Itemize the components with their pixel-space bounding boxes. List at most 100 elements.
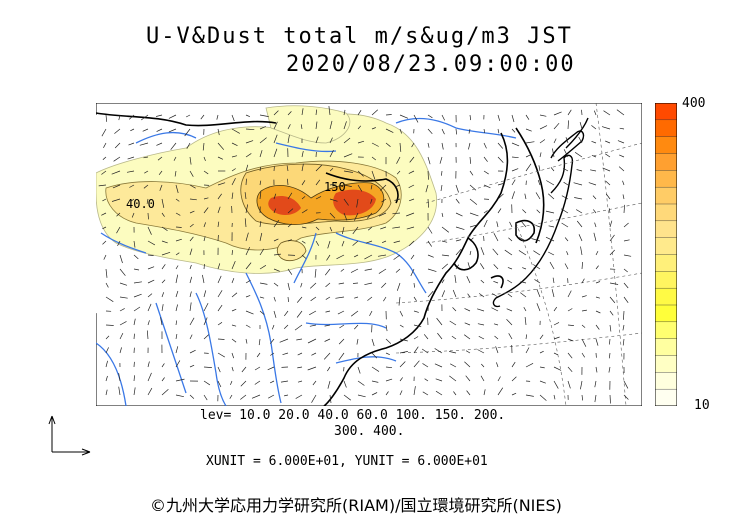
wind-vector xyxy=(455,184,459,193)
wind-vector xyxy=(383,296,387,302)
wind-vector xyxy=(231,250,233,256)
wind-vector xyxy=(273,110,279,116)
wind-vector xyxy=(175,346,179,354)
wind-vector xyxy=(593,209,597,214)
wind-vector xyxy=(497,387,504,396)
wind-vector xyxy=(245,153,252,158)
wind-vector xyxy=(203,236,206,242)
wind-vector xyxy=(619,154,625,158)
wind-vector xyxy=(521,221,527,228)
wind-vector xyxy=(574,152,583,158)
wind-vector xyxy=(158,170,163,176)
wind-vector xyxy=(325,310,331,313)
chart-title: U-V&Dust total m/s&ug/m3 JST xyxy=(146,24,573,49)
dust-red-core-2 xyxy=(333,189,376,216)
wind-vector xyxy=(576,209,583,214)
wind-vector xyxy=(147,266,155,270)
wind-vector xyxy=(189,364,195,368)
wind-vector xyxy=(439,156,443,164)
wind-vector xyxy=(590,169,597,172)
wind-vector xyxy=(119,332,124,340)
colorbar xyxy=(655,103,677,406)
wind-vector xyxy=(259,248,265,256)
wind-vector xyxy=(175,320,178,326)
wind-vector xyxy=(525,347,530,354)
wind-vector xyxy=(623,222,629,228)
wind-vector xyxy=(477,323,485,326)
wind-vector xyxy=(609,338,611,345)
wind-vector xyxy=(103,142,107,148)
wind-vector xyxy=(217,322,223,326)
wind-vector xyxy=(476,308,485,312)
wind-vector xyxy=(114,128,121,134)
wind-vector xyxy=(393,240,401,243)
wind-vector xyxy=(483,142,487,149)
wind-vector xyxy=(284,394,289,397)
colorbar-swatch xyxy=(655,170,677,188)
wind-vector xyxy=(203,207,209,214)
wind-vector xyxy=(483,210,488,214)
wind-vector xyxy=(133,268,140,271)
wind-vector xyxy=(422,363,429,368)
wind-vector xyxy=(157,156,163,161)
wind-vector xyxy=(217,142,225,150)
wind-vector xyxy=(297,352,303,356)
colorbar-swatch xyxy=(655,321,677,340)
wind-vector xyxy=(273,121,278,130)
colorbar-swatch xyxy=(655,271,677,289)
wind-vector xyxy=(378,212,387,217)
wind-vector xyxy=(434,348,443,354)
wind-vector xyxy=(609,296,616,304)
wind-vector xyxy=(133,375,135,382)
dust-red-core-1 xyxy=(268,196,301,216)
wind-vector xyxy=(493,233,499,242)
wind-vector xyxy=(617,140,625,144)
wind-vector xyxy=(385,378,393,382)
wind-vector xyxy=(189,264,192,270)
wind-vector xyxy=(423,334,429,340)
wind-vector xyxy=(309,324,317,327)
wind-vector xyxy=(231,324,237,327)
wind-vector xyxy=(553,111,562,116)
wind-vector xyxy=(478,293,485,298)
wind-vector xyxy=(341,240,345,247)
wind-vector xyxy=(371,392,378,396)
wind-vector xyxy=(576,169,583,172)
wind-vector xyxy=(335,296,345,299)
wind-vector xyxy=(160,317,163,326)
wind-vector xyxy=(315,109,318,116)
wind-vector xyxy=(101,170,107,175)
wind-vector xyxy=(394,198,401,201)
wind-vector xyxy=(287,282,290,291)
wind-vector xyxy=(477,349,485,354)
wind-vector xyxy=(408,170,415,174)
wind-vector xyxy=(441,170,443,176)
japan xyxy=(492,117,589,308)
wind-vector xyxy=(536,303,541,312)
wind-vector xyxy=(622,180,625,186)
wind-vector xyxy=(118,114,121,121)
wind-vector xyxy=(217,128,220,136)
wind-vector xyxy=(161,279,166,284)
wind-vector xyxy=(102,226,107,230)
wind-vector xyxy=(399,338,408,342)
wind-vector xyxy=(105,375,108,382)
wind-vector xyxy=(301,151,304,158)
wind-vector xyxy=(161,226,168,231)
wind-vector xyxy=(217,352,225,358)
wind-vector xyxy=(427,198,429,208)
wind-vector xyxy=(523,307,527,312)
wind-vector xyxy=(469,114,472,121)
wind-vector xyxy=(217,156,224,160)
wind-vector xyxy=(581,352,585,358)
wind-vector xyxy=(310,296,317,302)
wind-vector xyxy=(469,198,478,205)
wind-vector xyxy=(525,114,530,120)
wind-vector xyxy=(231,155,238,158)
wind-vector xyxy=(356,198,359,208)
wind-vector xyxy=(217,221,220,228)
wind-vector xyxy=(287,296,289,303)
wind-vector xyxy=(273,134,278,144)
wind-vector xyxy=(283,324,289,330)
wind-vector xyxy=(231,142,238,147)
